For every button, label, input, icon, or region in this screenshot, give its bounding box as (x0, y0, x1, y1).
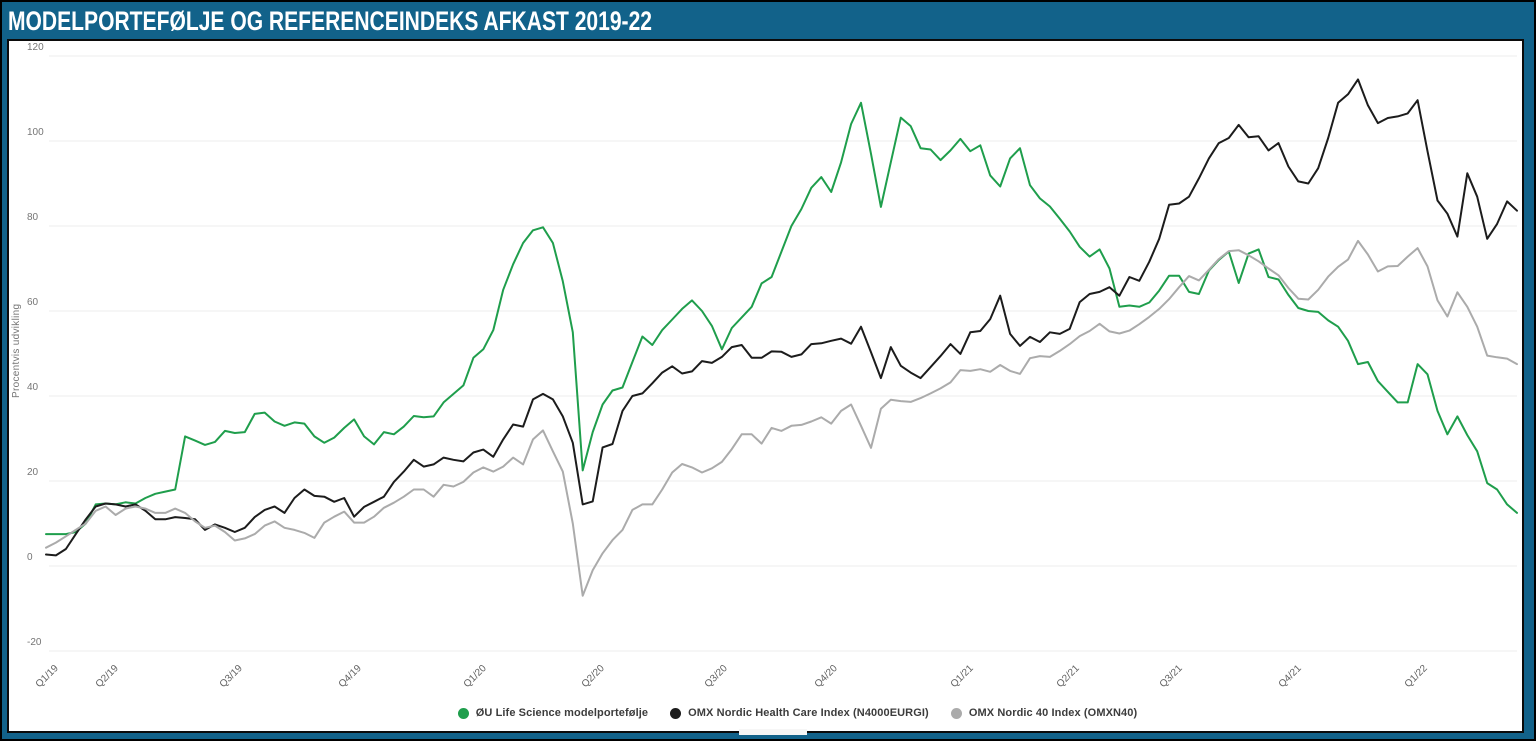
y-tick-label: 40 (27, 382, 39, 393)
legend-item-omx-nordic40-index: OMX Nordic 40 Index (OMXN40) (950, 707, 1138, 719)
chart-panel: Procentvis udvikling 120 100 80 60 40 20 0 -20 … (7, 39, 1524, 733)
y-tick-label: 80 (27, 212, 39, 223)
series-line-ou-life-science-portfolio (45, 101, 1518, 536)
chart-title-bar: MODELPORTEFØLJE OG REFERENCEINDEKS AFKAS… (8, 4, 1528, 39)
series-line-omx-nordic40-index (45, 239, 1518, 597)
legend-item-omx-health-care-index: OMX Nordic Health Care Index (N4000EURGI… (670, 707, 929, 719)
page-title: MODELPORTEFØLJE OG REFERENCEINDEKS AFKAS… (8, 6, 652, 36)
scrollbar-thumb[interactable] (739, 729, 807, 735)
legend-color-dot (670, 707, 682, 719)
y-tick-label: 60 (27, 297, 39, 308)
legend-item-ou-life-science-portfolio: ØU Life Science modelportefølje (457, 707, 649, 719)
y-axis-title: Procentvis udvikling (11, 303, 22, 399)
legend-color-dot (457, 707, 469, 719)
chart-legend: ØU Life Science modelportefølje OMX Nord… (9, 699, 1522, 727)
y-tick-label: -20 (27, 637, 42, 648)
legend-color-dot (950, 707, 962, 719)
series-line-omx-health-care-index (45, 78, 1518, 557)
legend-item-label: OMX Nordic Health Care Index (N4000EURGI… (688, 707, 929, 719)
chart-canvas (45, 55, 1518, 652)
y-tick-label: 100 (27, 127, 44, 138)
legend-item-label: ØU Life Science modelportefølje (475, 707, 649, 719)
y-tick-label: 120 (27, 42, 44, 53)
y-tick-label: 20 (27, 467, 39, 478)
legend-item-label: OMX Nordic 40 Index (OMXN40) (968, 707, 1138, 719)
y-tick-label: 0 (27, 552, 33, 563)
